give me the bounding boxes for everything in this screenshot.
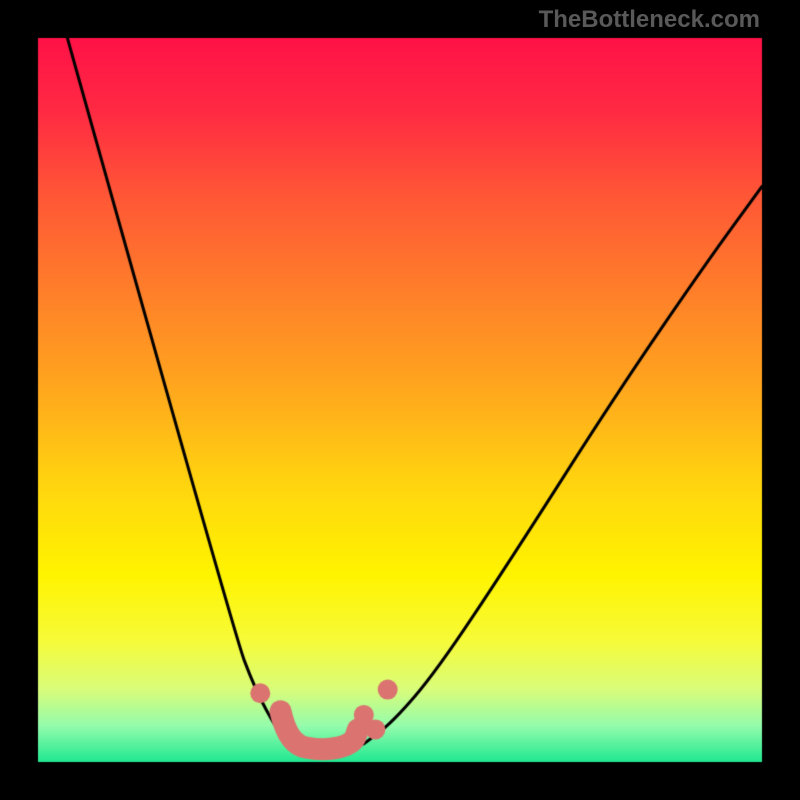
chart-container: TheBottleneck.com	[0, 0, 800, 800]
bottleneck-chart-canvas	[0, 0, 800, 800]
